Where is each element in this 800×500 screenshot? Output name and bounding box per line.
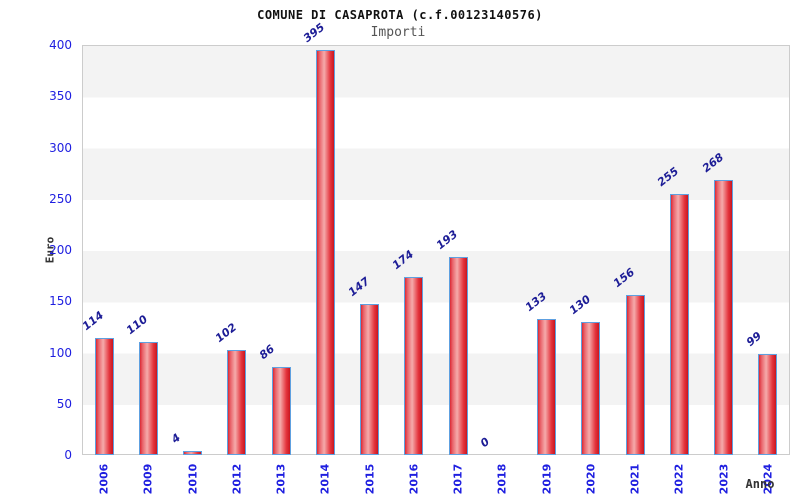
y-tick-label: 50 bbox=[56, 396, 72, 411]
x-tick-label: 2022 bbox=[672, 463, 686, 495]
y-tick-label: 150 bbox=[49, 294, 72, 309]
bar bbox=[669, 193, 689, 455]
bar bbox=[227, 350, 247, 455]
y-tick-label: 250 bbox=[49, 191, 72, 206]
y-tick-label: 0 bbox=[64, 448, 72, 462]
chart-subtitle: Importi bbox=[370, 25, 426, 40]
x-tick-label: 2015 bbox=[363, 463, 377, 495]
x-axis-label: Anno bbox=[745, 477, 775, 491]
bar bbox=[537, 318, 557, 455]
y-tick-label: 350 bbox=[49, 89, 72, 104]
x-tick-label: 2010 bbox=[186, 463, 200, 495]
x-tick-label: 2020 bbox=[584, 463, 598, 495]
bar bbox=[94, 338, 114, 455]
bar bbox=[758, 353, 778, 455]
bar bbox=[360, 304, 380, 455]
bar bbox=[581, 321, 601, 455]
x-tick-label: 2019 bbox=[540, 463, 554, 495]
chart-title: COMUNE DI CASAPROTA (c.f.00123140576) bbox=[257, 8, 543, 22]
y-tick-label: 300 bbox=[49, 140, 72, 155]
x-tick-label: 2012 bbox=[230, 463, 244, 495]
y-tick-label: 100 bbox=[49, 345, 72, 360]
bar bbox=[625, 295, 645, 455]
x-tick-label: 2023 bbox=[717, 463, 731, 495]
bar bbox=[714, 180, 734, 455]
x-tick-label: 2006 bbox=[97, 463, 111, 495]
x-tick-label: 2021 bbox=[628, 463, 642, 495]
bar bbox=[138, 342, 158, 455]
x-tick-label: 2013 bbox=[274, 463, 288, 495]
x-tick-label: 2017 bbox=[451, 463, 465, 495]
bar bbox=[183, 450, 203, 455]
y-tick-label: 200 bbox=[49, 243, 72, 257]
x-tick-label: 2009 bbox=[141, 463, 155, 495]
bar bbox=[404, 276, 424, 455]
x-tick-label: 2016 bbox=[407, 463, 421, 495]
bar bbox=[271, 366, 291, 455]
x-tick-label: 2018 bbox=[495, 463, 509, 495]
x-tick-label: 2014 bbox=[318, 463, 332, 495]
bar bbox=[315, 50, 335, 455]
y-tick-label: 400 bbox=[49, 38, 72, 52]
bar bbox=[448, 257, 468, 455]
